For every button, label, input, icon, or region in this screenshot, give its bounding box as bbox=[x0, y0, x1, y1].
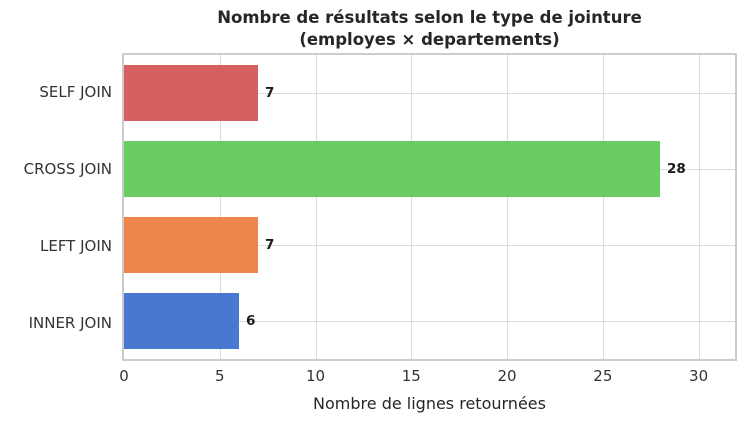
vertical-gridline bbox=[698, 55, 700, 359]
x-tick-label: 15 bbox=[401, 367, 421, 385]
bar-inner-join bbox=[124, 293, 239, 349]
x-tick-label: 20 bbox=[497, 367, 517, 385]
x-tick-label: 10 bbox=[305, 367, 326, 385]
bar-value-label: 7 bbox=[265, 85, 275, 101]
bar-value-label: 6 bbox=[246, 313, 256, 329]
bar-self-join bbox=[124, 65, 258, 121]
horizontal-gridline bbox=[124, 245, 735, 246]
chart-title-line1: Nombre de résultats selon le type de joi… bbox=[217, 8, 642, 27]
y-axis-category-labels: SELF JOIN CROSS JOIN LEFT JOIN INNER JOIN bbox=[0, 53, 112, 361]
vertical-gridline bbox=[315, 55, 317, 359]
plot-area: 7 28 7 6 bbox=[122, 53, 737, 361]
bar-value-label: 7 bbox=[265, 237, 275, 253]
vertical-gridline bbox=[507, 55, 509, 359]
category-label-left-join: LEFT JOIN bbox=[39, 236, 112, 255]
category-label-cross-join: CROSS JOIN bbox=[23, 159, 112, 178]
category-label-inner-join: INNER JOIN bbox=[28, 313, 112, 332]
horizontal-gridline bbox=[124, 93, 735, 94]
x-tick-label: 5 bbox=[214, 367, 225, 385]
vertical-gridline bbox=[602, 55, 604, 359]
vertical-gridline bbox=[219, 55, 221, 359]
chart-title: Nombre de résultats selon le type de joi… bbox=[122, 7, 737, 51]
x-axis-tick-labels: 0 5 10 15 20 25 30 bbox=[119, 367, 737, 387]
x-axis-label: Nombre de lignes retournées bbox=[313, 394, 546, 413]
bar-left-join bbox=[124, 217, 258, 273]
bar-value-label: 28 bbox=[667, 161, 686, 177]
category-label-self-join: SELF JOIN bbox=[39, 82, 112, 101]
bar-cross-join bbox=[124, 141, 660, 197]
x-tick-label: 25 bbox=[593, 367, 613, 385]
chart-title-line2: (employes × departements) bbox=[299, 30, 560, 49]
horizontal-gridline bbox=[124, 321, 735, 322]
x-tick-label: 0 bbox=[119, 367, 129, 385]
x-tick-label: 30 bbox=[689, 367, 709, 385]
vertical-gridline bbox=[411, 55, 413, 359]
